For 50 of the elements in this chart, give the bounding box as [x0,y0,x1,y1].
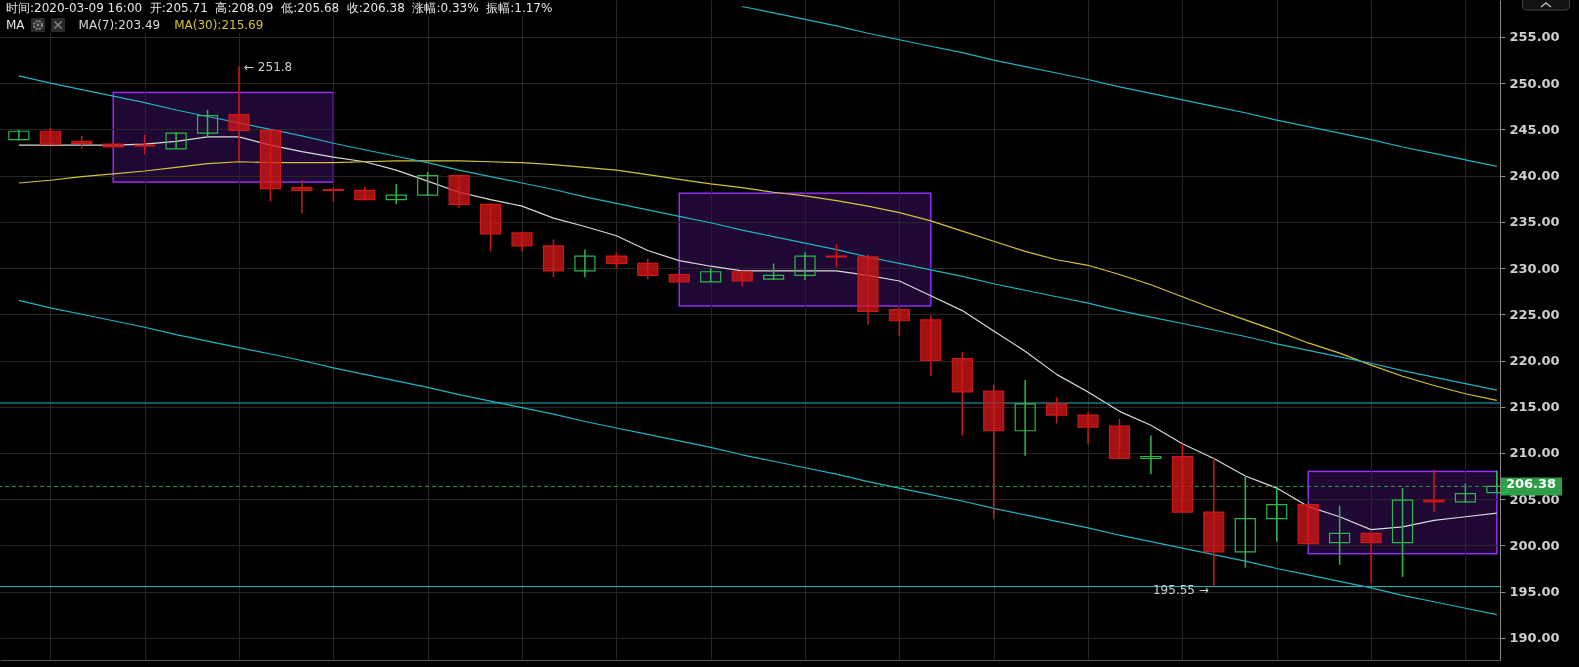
candlestick [1486,469,1508,494]
candlestick [165,131,187,150]
candlestick [385,183,407,206]
y-tick-label: 190.00 [1509,630,1560,646]
candlestick [1140,434,1162,475]
line-series [18,160,1498,401]
candlestick [1046,396,1068,425]
y-tick-label: 220.00 [1509,353,1560,368]
candlestick [71,135,93,150]
y-tick-label: 200.00 [1509,537,1560,553]
candlestick [8,128,30,142]
candlestick [417,171,439,197]
y-tick-label: 250.00 [1509,75,1560,91]
candlestick [574,248,596,279]
candlestick [1454,482,1477,504]
y-tick-label: 240.00 [1509,168,1560,184]
y-tick-label: 215.00 [1509,399,1560,415]
line-series [18,75,1498,391]
y-tick-label: 195.00 [1509,584,1560,600]
line-series [741,5,1498,167]
y-tick-label: 205.00 [1509,491,1560,507]
text: MA(30):215.69 [174,17,264,33]
candlestick [1266,485,1288,543]
y-tick-label: 210.00 [1509,445,1560,461]
candlestick [1329,504,1351,566]
y-tick-label: 255.00 [1509,29,1560,45]
candlestick [1014,379,1036,457]
candlestick [134,134,156,156]
y-tick-label: 235.00 [1509,214,1560,230]
candlestick [511,231,533,253]
annotation: ← 251.8 [243,59,293,74]
text: MA(7):203.49 [78,17,161,33]
annotation: 195.55 → [1152,582,1209,597]
candlestick [1391,487,1414,578]
y-tick-label: 225.00 [1509,306,1560,322]
candlestick [825,243,848,268]
candlestick [637,258,659,280]
candlestick [1360,531,1382,585]
candlestick [291,179,313,215]
legend-title: MA [6,17,25,33]
chart-title: 时间:2020-03-09 16:00 开:205.71 高:208.09 低:205.68 收:206.38 涨幅:0.33% 振幅:1.17% [6,0,556,16]
candlestick [1423,468,1445,513]
y-tick-label: 245.00 [1509,121,1560,137]
candlestick [794,251,816,281]
ref-line-label: 206.38 [1505,476,1557,492]
candlestick [196,109,219,138]
y-tick-label: 230.00 [1509,260,1560,276]
candlestick [1234,476,1256,569]
candlestick [888,306,910,338]
candlestick [1077,411,1099,445]
